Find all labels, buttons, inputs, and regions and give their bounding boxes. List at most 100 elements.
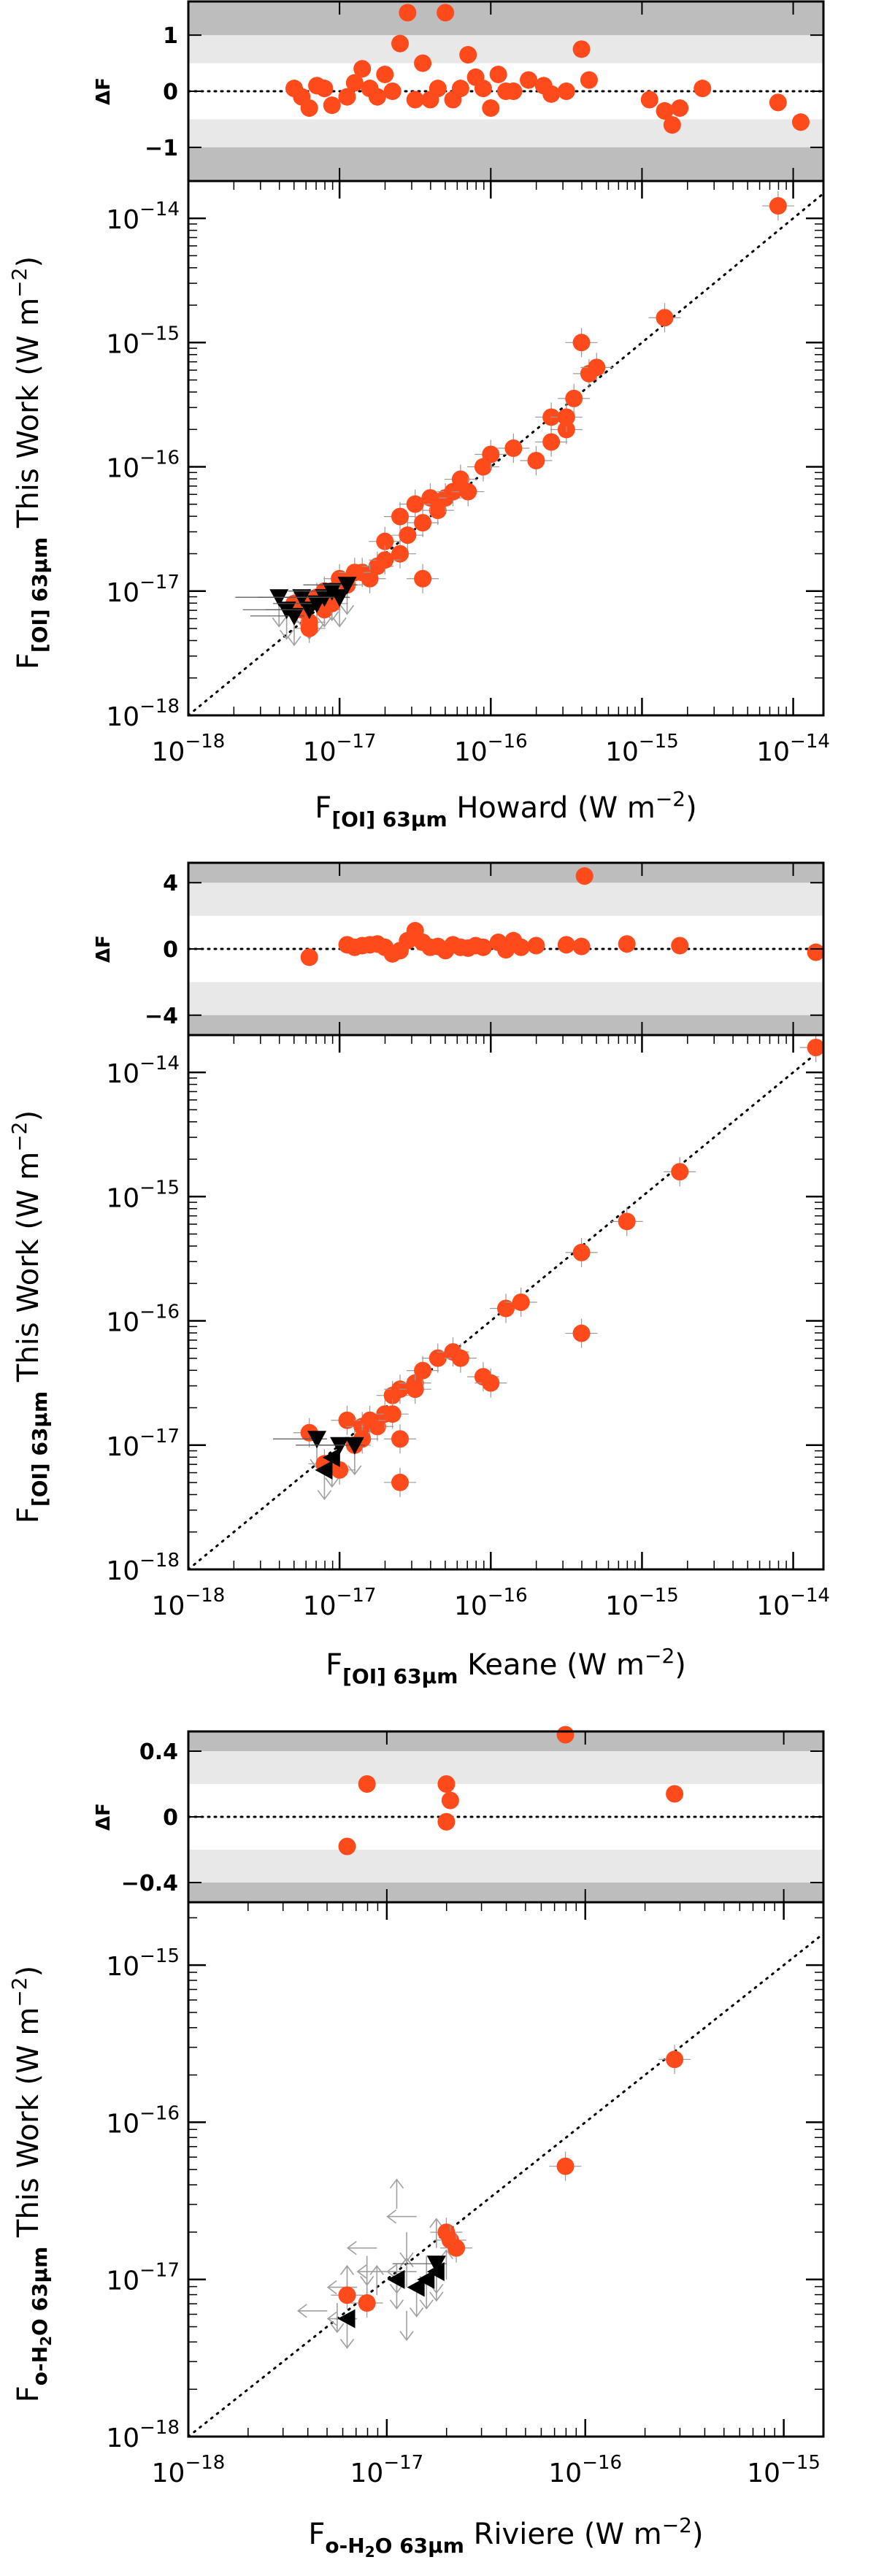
detection-point <box>656 309 674 327</box>
residual-tick-label: 0 <box>163 937 178 963</box>
x-tick-exponent: −14 <box>790 1585 830 1607</box>
detections <box>235 191 794 643</box>
label-subscript: 2 <box>37 2336 55 2346</box>
x-tick-exponent: −16 <box>488 1585 528 1607</box>
x-tick-exponent: −18 <box>185 731 225 753</box>
residual-point <box>376 65 394 83</box>
detection-point <box>338 2286 356 2304</box>
limit-arrowhead <box>325 1477 339 1488</box>
y-tick-base: 10 <box>106 1183 139 1213</box>
y-tick-base: 10 <box>106 1952 139 1982</box>
limit-arrowhead <box>339 2264 355 2275</box>
residual-point <box>671 99 689 118</box>
limit-arrowhead <box>339 2339 355 2349</box>
x-tick-exponent: −17 <box>383 2452 423 2474</box>
label-text: ) <box>675 1648 686 1682</box>
detection-point <box>671 1163 689 1181</box>
limit-arrowhead <box>360 2275 374 2286</box>
x-tick-base: 10 <box>756 1591 790 1621</box>
residual-point <box>791 113 810 131</box>
y-tick-base: 10 <box>106 454 139 484</box>
limit-arrowhead <box>410 2307 424 2318</box>
residual-point <box>451 80 469 98</box>
y-axis-label: Fo-H2O 63μm This Work (W m−2) <box>7 1966 55 2402</box>
label-superscript: −2 <box>7 1121 31 1151</box>
y-tick-exponent: −16 <box>139 1302 180 1323</box>
left-limit-marker <box>315 1460 333 1480</box>
detection-point <box>497 1299 515 1318</box>
x-tick-base: 10 <box>756 737 790 767</box>
residual-point <box>437 4 455 22</box>
residual-tick-label: 0.4 <box>139 1739 178 1765</box>
y-tick-exponent: −15 <box>139 1945 180 1967</box>
x-tick-label: 10−16 <box>454 731 528 767</box>
residual-point <box>383 82 402 100</box>
detection-point <box>447 2239 466 2257</box>
limit-arrowhead <box>389 2299 404 2310</box>
label-text: This Work (W m <box>12 298 45 537</box>
x-tick-exponent: −15 <box>780 2452 821 2474</box>
y-tick-label: 10−16 <box>106 2102 180 2139</box>
residual-tick-label: −1 <box>145 136 178 161</box>
label-symbol: F <box>12 2385 45 2402</box>
x-tick-exponent: −14 <box>790 731 830 753</box>
y-tick-exponent: −15 <box>139 323 180 345</box>
detection-point <box>572 1243 591 1261</box>
detection-point <box>338 1411 356 1429</box>
residual-tick-label: −0.4 <box>121 1871 178 1896</box>
residual-point <box>572 40 591 58</box>
label-subscript: o-H <box>28 2346 52 2385</box>
y-tick-exponent: −18 <box>139 696 180 718</box>
scatter-panel: 10−18 10−17 10−16 10−15 10−1410−1810−1710−16… <box>7 1034 830 1688</box>
left-limit-marker <box>407 2277 425 2297</box>
upper-limit-marker <box>285 607 304 626</box>
residual-point <box>300 948 318 966</box>
limit-arrowhead <box>399 2331 414 2342</box>
y-tick-base: 10 <box>106 2109 139 2139</box>
y-tick-exponent: −17 <box>139 2260 180 2282</box>
x-tick-label: 10−16 <box>548 2452 622 2488</box>
detection-point <box>527 452 545 470</box>
residual-axis-label: ΔF <box>93 935 115 963</box>
x-tick-label: 10−14 <box>756 731 830 767</box>
residual-tick-label: 0 <box>163 1805 178 1831</box>
x-tick-base: 10 <box>605 737 639 767</box>
x-tick-base: 10 <box>548 2458 582 2488</box>
label-symbol: F <box>326 1648 342 1682</box>
y-tick-base: 10 <box>106 1059 139 1089</box>
y-tick-label: 10−14 <box>106 199 180 235</box>
y-tick-label: 10−15 <box>106 1945 180 1982</box>
residual-point <box>437 1775 456 1793</box>
x-tick-label: 10−17 <box>350 2452 424 2488</box>
detection-point <box>588 358 606 377</box>
limit-arrowhead <box>272 617 286 628</box>
detection-point <box>572 334 591 352</box>
x-tick-label: 10−15 <box>605 1585 679 1621</box>
label-subscript: [OI] 63μm <box>342 1664 458 1688</box>
detection-point <box>414 569 432 588</box>
limit-arrowhead <box>419 2299 434 2310</box>
limit-arrowhead <box>330 2323 345 2334</box>
y-tick-label: 10−18 <box>106 696 180 732</box>
residual-point <box>618 935 636 953</box>
left-limit-marker <box>322 1447 340 1467</box>
x-tick-base: 10 <box>303 737 337 767</box>
y-tick-label: 10−17 <box>106 1426 180 1462</box>
y-tick-exponent: −16 <box>139 2102 180 2124</box>
label-superscript: −2 <box>662 2513 692 2537</box>
x-tick-label: 10−17 <box>303 731 377 767</box>
detection-point <box>391 545 409 563</box>
y-tick-label: 10−17 <box>106 572 180 608</box>
detection-point <box>542 433 561 451</box>
label-subscript: [OI] 63μm <box>331 807 447 831</box>
label-subscript: [OI] 63μm <box>28 537 52 653</box>
y-tick-exponent: −17 <box>139 1426 180 1447</box>
detection-point <box>358 2294 376 2312</box>
label-text: This Work (W m <box>12 1152 45 1391</box>
label-superscript: −2 <box>7 267 31 297</box>
scatter-panel: 10−18 10−17 10−16 10−1510−1810−1710−1610−15… <box>7 1901 825 2561</box>
x-tick-base: 10 <box>454 1591 488 1621</box>
